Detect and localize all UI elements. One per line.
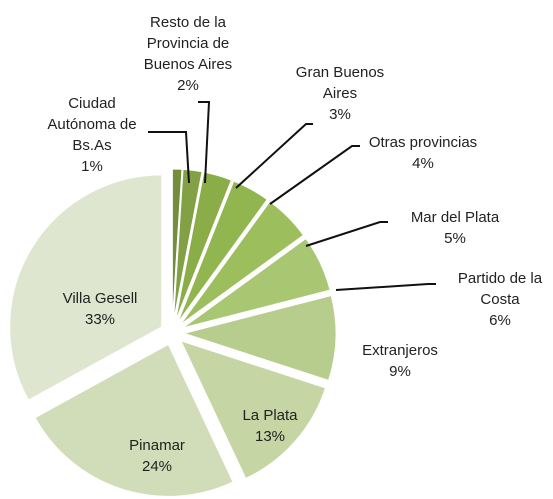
leader-line bbox=[148, 131, 190, 184]
leader-line bbox=[305, 221, 388, 247]
slice-label: Ciudad Autónoma de Bs.As 1% bbox=[37, 93, 147, 177]
value-label: 2% bbox=[177, 77, 199, 94]
value-label: 6% bbox=[489, 312, 511, 329]
slice-label: Pinamar 24% bbox=[112, 435, 202, 477]
category-label: Extranjeros bbox=[362, 342, 438, 359]
category-label: Villa Gesell bbox=[62, 290, 138, 307]
slice-label: La Plata 13% bbox=[225, 405, 315, 447]
category-label: Pinamar bbox=[129, 437, 185, 454]
leader-line bbox=[335, 283, 436, 291]
value-label: 33% bbox=[84, 311, 116, 328]
slice-label: Villa Gesell 33% bbox=[45, 288, 155, 330]
value-label: 4% bbox=[412, 155, 434, 172]
category-label: Gran Buenos Aires bbox=[295, 64, 385, 102]
value-label: 13% bbox=[254, 428, 286, 445]
pie-slice bbox=[182, 294, 337, 381]
value-label: 3% bbox=[329, 106, 351, 123]
slice-label: Otras provincias 4% bbox=[353, 132, 493, 174]
leader-line bbox=[269, 145, 360, 205]
value-label: 24% bbox=[141, 458, 173, 475]
category-label: La Plata bbox=[242, 407, 298, 424]
slice-label: Partido de la Costa 6% bbox=[445, 268, 553, 331]
slice-label: Extranjeros 9% bbox=[345, 340, 455, 382]
slice-label: Mar del Plata 5% bbox=[395, 207, 515, 249]
leader-lines bbox=[148, 101, 436, 291]
pie-slice bbox=[174, 171, 232, 322]
pie-slice bbox=[180, 200, 305, 325]
category-label: Partido de la Costa bbox=[457, 270, 543, 308]
pie-slice bbox=[171, 168, 183, 322]
leader-line bbox=[198, 101, 211, 184]
pie-slice bbox=[180, 340, 327, 480]
value-label: 1% bbox=[81, 158, 103, 175]
pie-slice bbox=[182, 237, 331, 329]
pie-slice bbox=[34, 343, 234, 497]
slice-label: Gran Buenos Aires 3% bbox=[288, 62, 393, 125]
pie-slice bbox=[177, 180, 268, 323]
pie-slice bbox=[9, 174, 163, 401]
category-label: Mar del Plata bbox=[410, 209, 500, 226]
leader-line bbox=[235, 123, 313, 189]
slice-label: Resto de la Provincia de Buenos Aires 2% bbox=[132, 12, 244, 96]
value-label: 9% bbox=[389, 363, 411, 380]
pie-slice bbox=[173, 168, 203, 322]
category-label: Otras provincias bbox=[368, 134, 478, 151]
category-label: Resto de la Provincia de Buenos Aires bbox=[143, 14, 233, 73]
value-label: 5% bbox=[444, 230, 466, 247]
category-label: Ciudad Autónoma de Bs.As bbox=[47, 95, 137, 154]
